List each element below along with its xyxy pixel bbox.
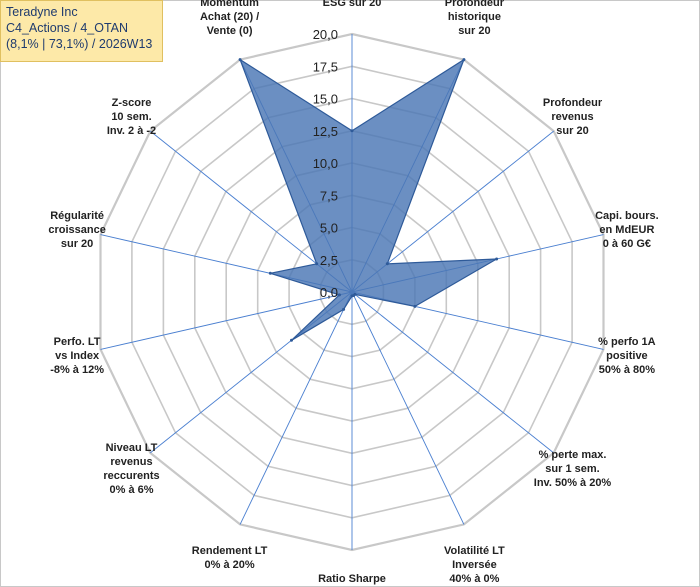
tick-label-0: 0,0	[320, 285, 338, 300]
axis-label-9-line-2: reccurents	[103, 470, 159, 482]
data-point-2	[385, 262, 389, 266]
tick-label-6: 15,0	[313, 92, 338, 107]
axis-label-6-line-0: Volatilité LT	[444, 545, 505, 557]
tick-label-4: 10,0	[313, 156, 338, 171]
data-point-3	[495, 257, 499, 261]
axis-label-12: Z-score 10 sem. Inv. 2 à -2	[107, 97, 156, 137]
title-portfolio: C4_Actions / 4_OTAN	[6, 21, 129, 35]
axis-label-5-line-2: Inv. 50% à 20%	[534, 477, 612, 489]
axis-label-11-line-0: Régularité	[50, 210, 104, 222]
tick-label-7: 17,5	[313, 59, 338, 74]
axis-label-13: Momentum Achat (20) / Vente (0)	[200, 0, 259, 37]
axis-label-2-line-0: Profondeur	[543, 97, 603, 109]
title-stats: (8,1% | 73,1%) / 2026W13	[6, 37, 153, 51]
axis-label-9-line-1: revenus	[110, 456, 152, 468]
axis-label-7-line-0: Ratio Sharpe	[318, 573, 386, 585]
axis-label-1-line-0: Profondeur	[445, 0, 505, 9]
tick-label-8: 20,0	[313, 27, 338, 42]
data-point-13	[238, 58, 242, 62]
tick-label-2: 5,0	[320, 221, 338, 236]
axis-label-6-line-2: 40% à 0%	[449, 573, 499, 585]
axis-label-5: % perte max. sur 1 sem. Inv. 50% à 20%	[534, 449, 612, 489]
tick-label-5: 12,5	[313, 124, 338, 139]
tick-label-1: 2,5	[320, 253, 338, 268]
axis-label-2-line-1: revenus	[551, 111, 593, 123]
axis-label-10-line-0: Perfo. LT	[54, 336, 101, 348]
axis-label-6: Volatilité LT Inversée 40% à 0%	[444, 545, 505, 585]
axis-label-3: Capi. bours. en MdEUR 0 à 60 G€	[595, 210, 659, 250]
axis-label-8-line-1: 0% à 20%	[205, 559, 255, 571]
axis-label-6-line-1: Inversée	[452, 559, 497, 571]
axis-label-1: Profondeur historique sur 20	[445, 0, 505, 37]
axis-label-4-line-2: 50% à 80%	[599, 364, 655, 376]
spoke-8	[239, 291, 353, 525]
axis-label-9: Niveau LT revenus reccurents 0% à 6%	[103, 442, 159, 496]
data-point-4	[413, 304, 417, 308]
axis-label-13-line-2: Vente (0)	[207, 25, 253, 37]
axis-label-8: Rendement LT 0% à 20%	[192, 545, 268, 571]
axis-label-9-line-0: Niveau LT	[106, 442, 158, 454]
data-point-12	[315, 262, 319, 266]
axis-label-13-line-1: Achat (20) /	[200, 11, 259, 23]
axis-label-13-line-0: Momentum	[200, 0, 259, 9]
data-point-0	[350, 129, 354, 133]
axis-label-11-line-1: croissance	[48, 224, 105, 236]
title-company: Teradyne Inc	[6, 5, 78, 19]
axis-label-10: Perfo. LT vs Index -8% à 12%	[50, 336, 104, 376]
axis-label-12-line-2: Inv. 2 à -2	[107, 125, 156, 137]
axis-label-9-line-3: 0% à 6%	[109, 484, 153, 496]
spoke-10	[100, 291, 353, 350]
data-point-8	[342, 307, 346, 311]
axis-label-3-line-1: en MdEUR	[599, 224, 654, 236]
axis-label-0: NoteESG sur 20	[323, 0, 382, 9]
radar-axis-labels: NoteESG sur 20 Profondeur historique sur 20…	[48, 0, 659, 587]
axis-label-3-line-0: Capi. bours.	[595, 210, 659, 222]
data-point-10	[337, 293, 341, 297]
axis-label-11-line-2: sur 20	[61, 238, 93, 250]
axis-label-4-line-1: positive	[606, 350, 648, 362]
axis-label-8-line-0: Rendement LT	[192, 545, 268, 557]
data-point-1	[462, 58, 466, 62]
axis-label-3-line-2: 0 à 60 G€	[603, 238, 651, 250]
axis-label-10-line-1: vs Index	[55, 350, 100, 362]
axis-label-5-line-0: % perte max.	[539, 449, 607, 461]
radar-tick-labels: 0,0 2,5 5,0 7,5 10,0 12,5 15,0 17,5 20,0	[313, 27, 338, 300]
axis-label-2: Profondeur revenus sur 20	[543, 97, 603, 137]
axis-label-10-line-2: -8% à 12%	[50, 364, 104, 376]
radar-series	[238, 58, 499, 342]
axis-label-12-line-1: 10 sem.	[111, 111, 151, 123]
axis-label-4-line-0: % perfo 1A	[598, 336, 656, 348]
axis-label-1-line-2: sur 20	[458, 25, 490, 37]
axis-label-12-line-0: Z-score	[112, 97, 152, 109]
chart-title-box: Teradyne Inc C4_Actions / 4_OTAN (8,1% |…	[0, 0, 163, 62]
axis-label-5-line-1: sur 1 sem.	[545, 463, 599, 475]
spoke-5	[351, 291, 554, 454]
data-point-9	[290, 338, 293, 342]
data-point-7	[350, 294, 354, 298]
tick-label-3: 7,5	[320, 188, 338, 203]
axis-label-1-line-1: historique	[448, 11, 501, 23]
axis-label-7: Ratio Sharpe0 à 1	[318, 573, 386, 587]
axis-label-2-line-2: sur 20	[556, 125, 588, 137]
axis-label-4: % perfo 1A positive 50% à 80%	[598, 336, 656, 376]
data-point-11	[268, 271, 272, 275]
spoke-6	[351, 291, 465, 525]
axis-label-11: Régularité croissance sur 20	[48, 210, 105, 250]
axis-label-0-line-1: ESG sur 20	[323, 0, 382, 9]
